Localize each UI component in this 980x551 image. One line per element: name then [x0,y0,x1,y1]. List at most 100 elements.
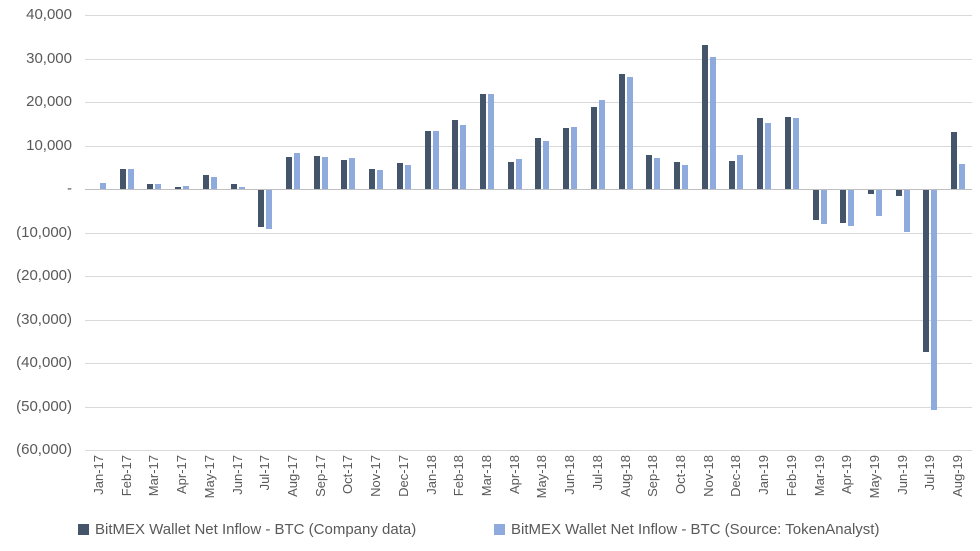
x-axis-label-jun-18: Jun-18 [562,455,578,495]
bar-aug-17-tokenanalyst [293,153,300,190]
bar-mar-18-tokenanalyst [487,93,494,190]
x-axis-label-dec-18: Dec-18 [728,455,744,497]
bar-aug-18-tokenanalyst [626,77,633,190]
x-axis-label-feb-19: Feb-19 [783,455,799,497]
bar-may-19-tokenanalyst [876,190,882,216]
bar-nov-17-company [369,168,375,190]
x-axis-label-sep-17: Sep-17 [312,455,328,497]
bar-dec-17-tokenanalyst [404,165,411,190]
bar-feb-17-company [119,168,126,190]
bar-jan-19-tokenanalyst [765,122,772,190]
x-axis-label-mar-17: Mar-17 [146,455,162,497]
bar-sep-17-tokenanalyst [321,157,328,190]
y-axis-label: (60,000) [16,441,72,459]
bar-may-19-company [868,190,874,195]
x-axis-label-apr-18: Apr-18 [506,455,522,495]
bar-may-17-tokenanalyst [210,176,217,190]
bar-jun-19-company [895,190,902,196]
x-axis-label-may-17: May-17 [201,455,217,499]
bar-may-18-tokenanalyst [543,141,550,190]
bar-sep-18-tokenanalyst [654,158,661,190]
x-axis-label-mar-19: Mar-19 [811,455,827,497]
bar-oct-17-tokenanalyst [349,158,356,190]
bar-apr-18-company [507,161,514,190]
bar-jun-19-tokenanalyst [903,190,910,233]
gridline [85,450,972,452]
x-axis-label-apr-19: Apr-19 [839,455,855,495]
x-axis-label-oct-17: Oct-17 [340,455,356,495]
bar-apr-17-tokenanalyst [183,186,189,190]
x-axis-label-nov-17: Nov-17 [368,455,383,497]
y-axis-label: 10,000 [26,136,72,154]
x-axis-label-sep-18: Sep-18 [645,455,661,497]
gridline [85,58,972,60]
bar-sep-18-company [646,154,653,190]
bar-feb-18-tokenanalyst [460,124,467,190]
x-axis-line [85,189,972,191]
x-axis-label-mar-18: Mar-18 [478,455,494,497]
bar-apr-18-tokenanalyst [515,158,522,190]
y-axis-label: 20,000 [26,93,72,111]
legend-item-company-data: BitMEX Wallet Net Inflow - BTC (Company … [78,521,416,538]
gridline [85,145,972,147]
x-axis-label-jan-17: Jan-17 [90,455,106,495]
bar-oct-18-company [674,162,680,190]
bar-nov-18-tokenanalyst [709,56,716,190]
x-axis-label-jan-19: Jan-19 [756,455,772,495]
gridline [85,232,972,234]
bar-may-17-company [202,174,209,190]
gridline [85,15,972,17]
bar-feb-19-company [784,117,791,190]
gridline [85,276,972,278]
bar-feb-19-tokenanalyst [792,118,799,190]
bar-feb-17-tokenanalyst [127,169,134,190]
x-axis-label-may-19: May-19 [867,455,882,499]
bar-jul-19-company [923,190,930,353]
bar-mar-19-tokenanalyst [820,190,827,224]
bar-oct-17-company [341,160,348,190]
bar-jan-17-tokenanalyst [99,183,106,190]
y-axis-label: (50,000) [16,397,72,415]
x-axis-label-jan-18: Jan-18 [423,455,439,495]
legend-swatch-company-data [78,524,89,535]
x-axis-label-apr-17: Apr-17 [174,455,189,495]
bar-nov-18-company [701,44,708,190]
bar-aug-19-company [951,132,958,190]
legend-item-tokenanalyst: BitMEX Wallet Net Inflow - BTC (Source: … [494,521,879,538]
bar-jul-17-tokenanalyst [266,190,273,229]
bar-nov-17-tokenanalyst [377,170,383,190]
bar-aug-19-tokenanalyst [959,164,966,190]
bar-mar-19-company [812,190,819,220]
gridline [85,319,972,321]
x-axis-label-jul-18: Jul-18 [589,455,605,491]
x-axis-label-aug-17: Aug-17 [284,455,300,497]
legend-label-tokenanalyst: BitMEX Wallet Net Inflow - BTC (Source: … [511,521,880,538]
y-axis-label: 40,000 [26,6,72,24]
x-axis-label-jun-17: Jun-17 [229,455,245,495]
bar-aug-18-company [618,73,625,190]
y-axis-label: - [67,180,72,198]
bar-apr-19-company [840,190,847,223]
bar-mar-18-company [479,93,486,190]
x-axis-label-dec-17: Dec-17 [395,455,411,497]
bar-jan-18-tokenanalyst [432,130,439,190]
gridline [85,363,972,365]
bar-jun-17-tokenanalyst [238,186,245,190]
bar-oct-18-tokenanalyst [682,165,688,190]
y-axis-label: (20,000) [16,267,72,285]
y-axis-label: 30,000 [26,49,72,67]
gridline [85,102,972,104]
y-axis-label: (30,000) [16,310,72,328]
x-axis-label-oct-18: Oct-18 [673,455,688,495]
bar-mar-17-tokenanalyst [155,183,162,190]
bar-jun-18-company [563,127,570,190]
y-axis-label: (40,000) [16,354,72,372]
x-axis-label-jun-19: Jun-19 [894,455,910,495]
legend-label-company-data: BitMEX Wallet Net Inflow - BTC (Company … [95,521,417,538]
legend-swatch-tokenanalyst [494,524,505,535]
bar-sep-17-company [313,156,320,190]
bar-jul-17-company [258,190,265,228]
x-axis-label-jul-19: Jul-19 [922,455,938,491]
bar-apr-19-tokenanalyst [848,190,855,226]
x-axis-label-aug-19: Aug-19 [950,455,966,497]
